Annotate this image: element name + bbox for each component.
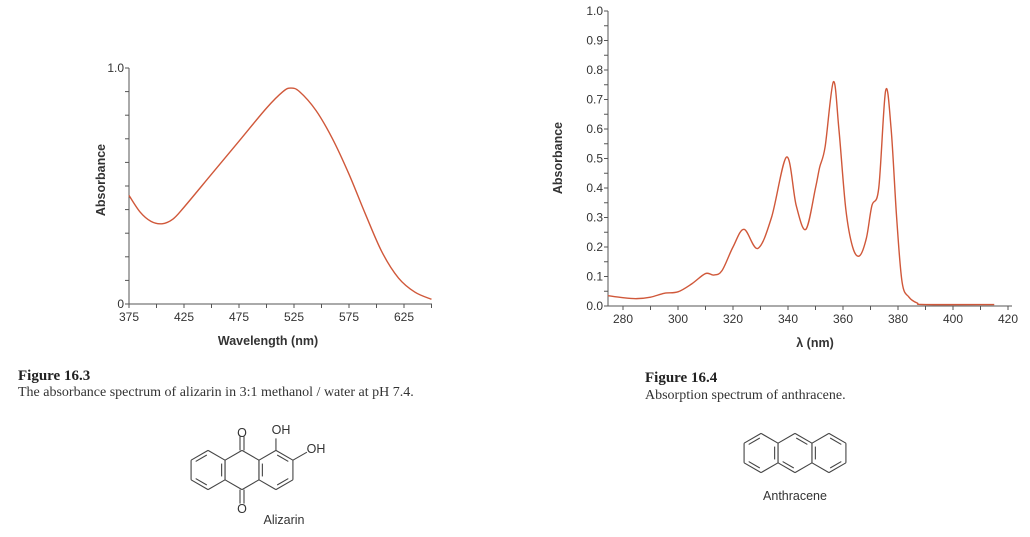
bond [777, 432, 796, 444]
x-tick-label: 525 [284, 310, 304, 324]
atom-label: OH [272, 423, 291, 437]
spectrum-line [607, 81, 995, 306]
spectrum-line [128, 87, 432, 300]
bond [190, 449, 209, 461]
bond [743, 432, 762, 444]
x-tick-label: 425 [174, 310, 194, 324]
bond [794, 462, 813, 474]
x-tick-label: 340 [778, 312, 798, 326]
y-tick-label: 0.5 [586, 152, 603, 166]
y-tick-label: 0.4 [586, 181, 603, 195]
bond [241, 449, 260, 461]
x-tick-label: 280 [613, 312, 633, 326]
y-tick-label: 0.9 [586, 34, 603, 48]
bond [794, 432, 813, 444]
bond [241, 479, 260, 491]
y-tick-label: 1.0 [107, 61, 124, 75]
bond [828, 462, 847, 474]
bond [829, 461, 842, 469]
bond [224, 479, 243, 491]
y-tick-label: 0.3 [586, 211, 603, 225]
x-tick-label: 625 [394, 310, 414, 324]
y-tick-label: 0.7 [586, 93, 603, 107]
x-tick-label: 400 [943, 312, 963, 326]
x-tick-label: 300 [668, 312, 688, 326]
y-tick-label: 0.1 [586, 270, 603, 284]
figure-label: Figure 16.3 [18, 368, 90, 384]
bond [224, 449, 243, 461]
alizarin-chart: 0 1.0 375 425 475 525 575 625 [107, 61, 432, 324]
bond [782, 461, 795, 469]
bond [207, 449, 226, 461]
bond [207, 479, 226, 491]
y-tick-label: 0.8 [586, 63, 603, 77]
bond [829, 437, 842, 445]
bond [258, 449, 277, 461]
compound-name: Alizarin [264, 513, 305, 527]
bond [760, 462, 779, 474]
bond [828, 432, 847, 444]
bond [760, 432, 779, 444]
anthracene-chart: 0.0 0.1 0.2 0.3 0.4 0.5 0.6 0.7 0.8 0.9 1.0 280 300 3… [586, 4, 1018, 326]
bond [811, 432, 830, 444]
x-tick-label: 575 [339, 310, 359, 324]
figure-label: Figure 16.4 [645, 370, 718, 386]
y-axis-label: Absorbance [551, 122, 565, 194]
y-tick-label: 0.0 [586, 299, 603, 313]
x-axis-label: Wavelength (nm) [218, 334, 318, 348]
y-tick-label: 0.6 [586, 122, 603, 136]
anthracene-structure [743, 432, 847, 474]
atom-label: OH [307, 442, 326, 456]
bond [811, 462, 830, 474]
bond [190, 479, 209, 491]
bond [258, 479, 277, 491]
compound-name: Anthracene [763, 489, 827, 503]
x-tick-label: 475 [229, 310, 249, 324]
x-tick-label: 420 [998, 312, 1018, 326]
x-tick-label: 380 [888, 312, 908, 326]
bond [292, 451, 308, 461]
bond [275, 479, 294, 491]
atom-label: O [237, 502, 247, 516]
bond [195, 454, 208, 462]
bond [748, 461, 761, 469]
bond [276, 478, 289, 486]
figure-caption: Absorption spectrum of anthracene. [645, 388, 846, 403]
bond [748, 437, 761, 445]
figure-caption: The absorbance spectrum of alizarin in 3… [18, 385, 414, 400]
bond [777, 462, 796, 474]
bond [795, 437, 808, 445]
bond [743, 462, 762, 474]
y-tick-label: 0 [117, 297, 124, 311]
bond [276, 454, 289, 462]
bond [275, 449, 294, 461]
x-axis-label: λ (nm) [796, 336, 834, 350]
atom-label: O [237, 426, 247, 440]
x-tick-label: 360 [833, 312, 853, 326]
y-tick-label: 1.0 [586, 4, 603, 18]
x-tick-label: 320 [723, 312, 743, 326]
x-tick-label: 375 [119, 310, 139, 324]
alizarin-structure [190, 436, 308, 504]
y-axis-label: Absorbance [94, 144, 108, 216]
y-tick-label: 0.2 [586, 240, 603, 254]
bond [195, 478, 208, 486]
